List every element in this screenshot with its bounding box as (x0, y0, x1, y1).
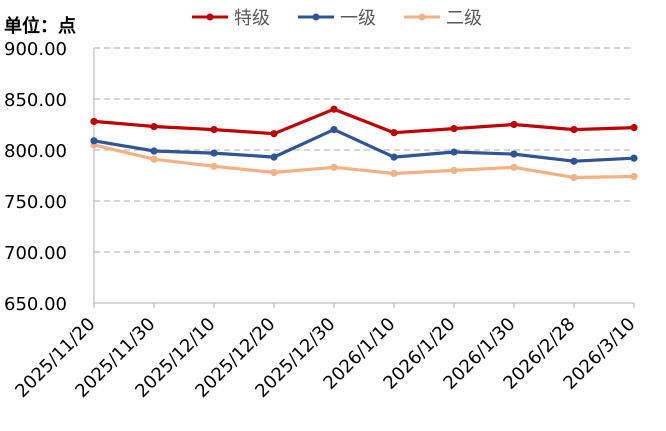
grid-layer (94, 47, 634, 253)
data-point-grade-one (330, 126, 338, 134)
y-tick-label: 850.00 (4, 90, 67, 111)
data-point-grade-one (510, 150, 518, 158)
data-point-premium (270, 130, 278, 138)
legend-marker-grade-one (312, 13, 320, 21)
data-point-grade-two (570, 173, 578, 182)
data-point-grade-one (270, 153, 278, 161)
legend-swatch-grade-two (404, 13, 440, 21)
data-point-grade-two (330, 163, 338, 171)
data-point-grade-two (390, 169, 398, 178)
series-grade-two (90, 141, 638, 182)
data-point-premium (630, 123, 638, 132)
axis-layer (93, 48, 635, 308)
y-tick-label: 750.00 (4, 192, 67, 213)
legend-swatch-premium (192, 13, 228, 21)
unit-label: 单位：点 (4, 16, 76, 37)
data-point-grade-two (450, 166, 458, 174)
data-point-grade-one (90, 137, 98, 145)
legend-label-premium: 特级 (234, 8, 270, 29)
data-point-premium (450, 124, 458, 133)
series-layer (90, 105, 638, 182)
data-point-premium (210, 126, 218, 134)
series-grade-one (90, 126, 638, 165)
series-line-grade-one (92, 128, 636, 163)
data-point-grade-two (150, 155, 158, 163)
y-tick-label: 700.00 (4, 243, 67, 264)
series-line-premium (92, 107, 636, 136)
series-premium (90, 105, 638, 138)
legend-marker-grade-two (418, 13, 426, 21)
data-point-premium (150, 122, 158, 131)
data-point-grade-two (270, 168, 278, 177)
data-point-grade-two (210, 162, 218, 170)
legend-swatch-grade-one (298, 13, 334, 21)
data-point-grade-one (570, 157, 578, 165)
data-point-grade-one (150, 147, 158, 155)
data-point-premium (330, 105, 338, 113)
chart-legend: 特级 一级 二级 (190, 4, 482, 30)
data-point-grade-one (390, 153, 398, 161)
data-point-premium (90, 117, 98, 126)
y-tick-label: 800.00 (4, 141, 67, 162)
y-tick-labels: 650.00 700.00 750.00 800.00 850.00 900.00 (4, 39, 67, 315)
data-point-grade-one (450, 148, 458, 156)
data-point-grade-two (510, 163, 518, 171)
legend-marker-premium (206, 13, 214, 21)
y-tick-label: 900.00 (4, 39, 67, 60)
data-point-grade-one (630, 154, 638, 162)
legend-item-grade-two: 二级 (402, 4, 482, 30)
data-point-premium (570, 126, 578, 134)
y-tick-label: 650.00 (4, 294, 67, 315)
legend-item-premium: 特级 (190, 4, 270, 30)
legend-label-grade-two: 二级 (446, 8, 482, 29)
data-point-grade-one (210, 149, 218, 157)
legend-item-grade-one: 一级 (296, 4, 376, 30)
x-tick-labels: 2025/11/202025/11/302025/12/102025/12/20… (11, 314, 639, 402)
data-point-premium (510, 120, 518, 129)
data-point-premium (390, 129, 398, 137)
data-point-grade-two (630, 172, 638, 181)
series-line-grade-two (92, 143, 636, 180)
legend-label-grade-one: 一级 (340, 8, 376, 29)
